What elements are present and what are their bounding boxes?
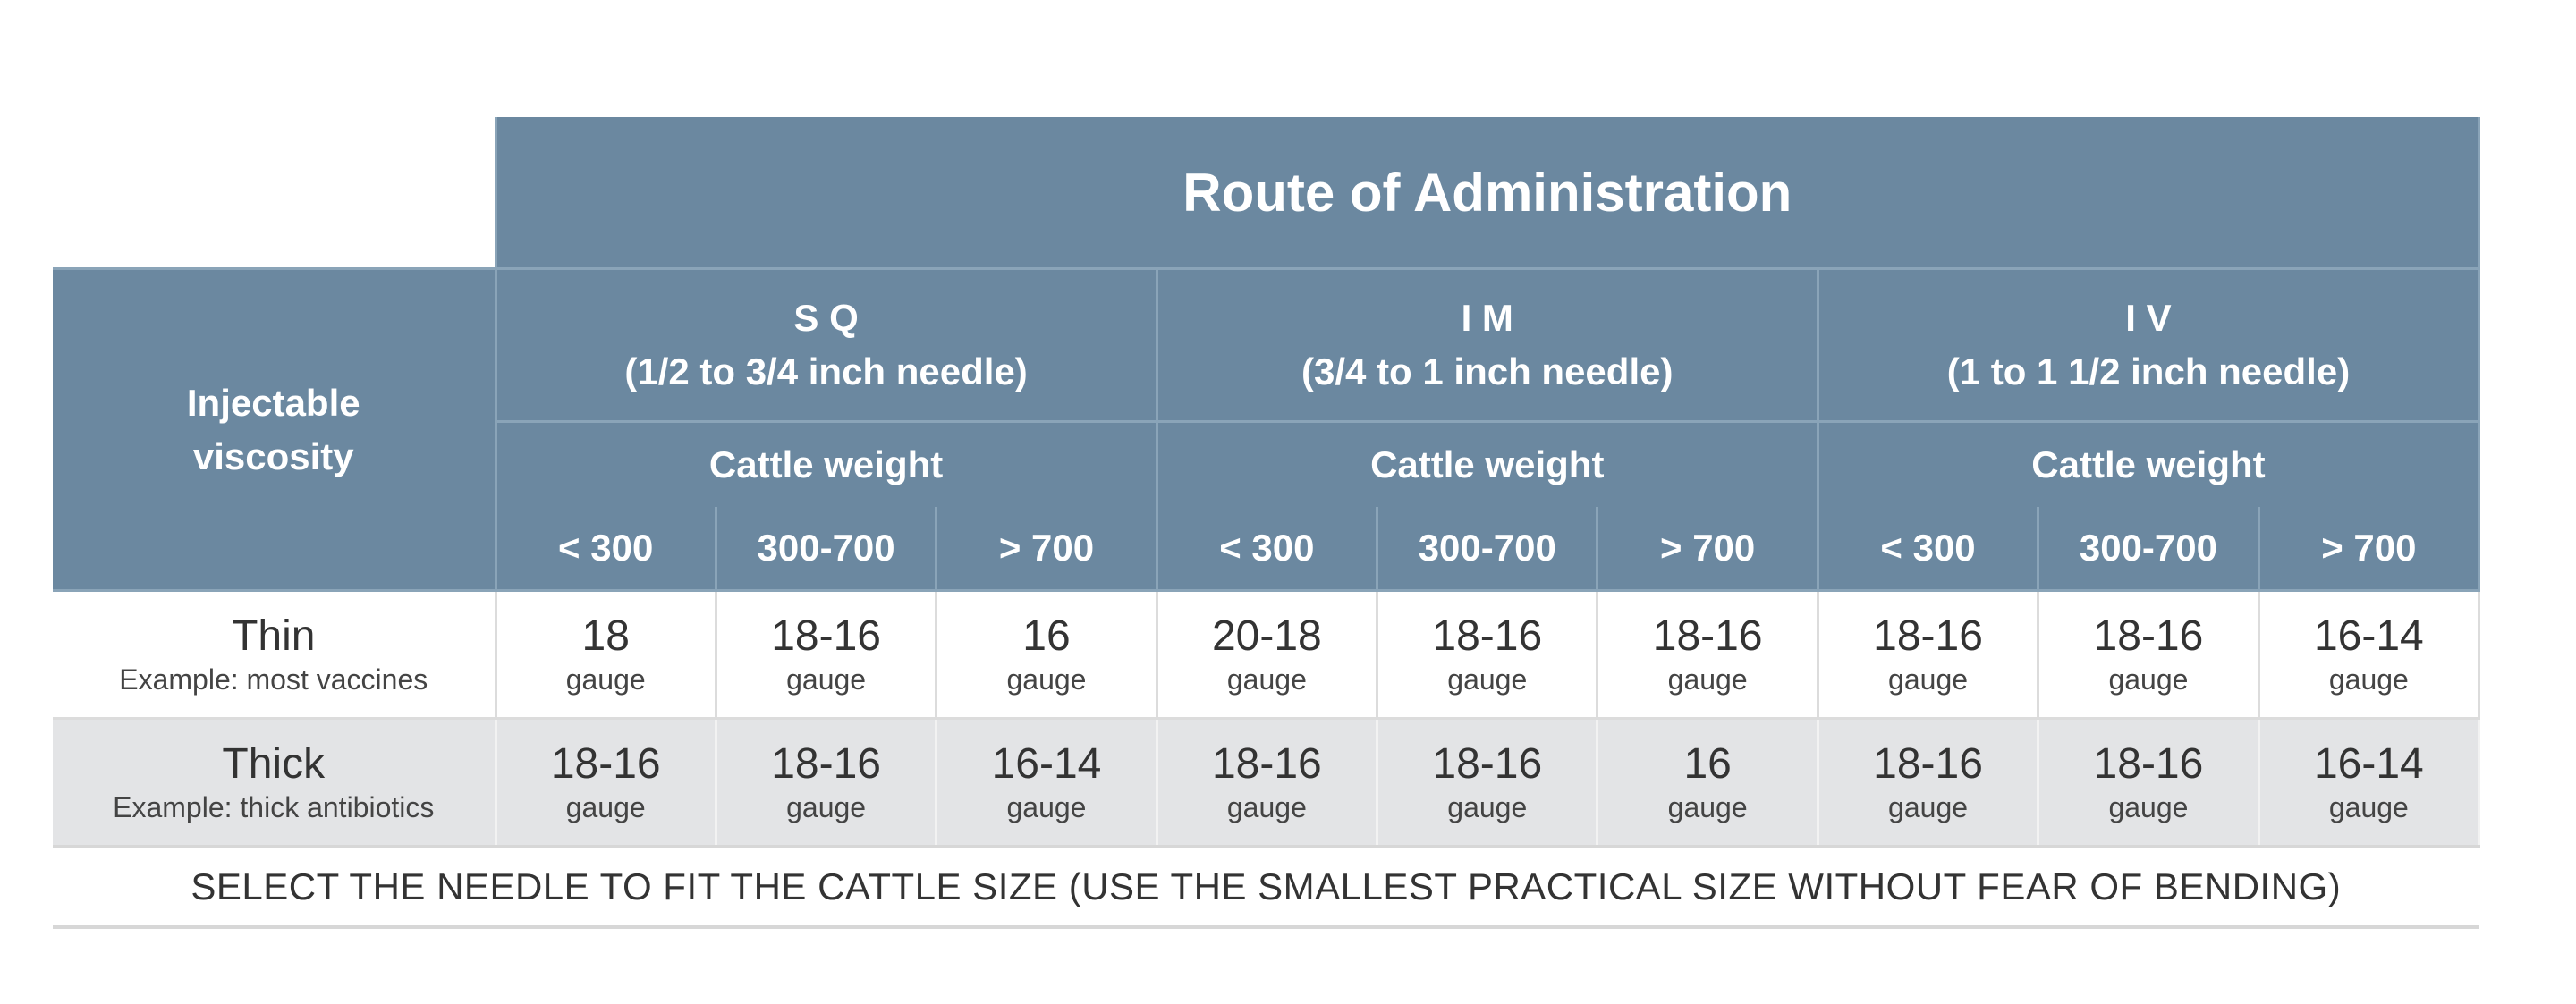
table-cell: 16 gauge xyxy=(1596,717,1819,848)
table-cell: 16-14 gauge xyxy=(2257,589,2481,720)
table-cell: 18-16 gauge xyxy=(1376,717,1599,848)
weight-col-sq-under-300: < 300 xyxy=(494,507,717,592)
row-example: Example: thick antibiotics xyxy=(113,791,435,823)
blank-corner xyxy=(53,117,496,269)
table-cell: 18-16 gauge xyxy=(1816,589,2040,720)
weight-col-iv-under-300: < 300 xyxy=(1816,507,2040,592)
cell-value: 16-14 xyxy=(991,740,1102,788)
route-name-im: I M xyxy=(1461,297,1513,339)
cell-value: 18 xyxy=(581,612,630,660)
row-name: Thick xyxy=(222,740,326,788)
cell-value: 18-16 xyxy=(550,740,661,788)
cell-value: 18-16 xyxy=(1873,740,1983,788)
cell-value: 18-16 xyxy=(771,612,881,660)
route-header-iv: I V (1 to 1 1/2 inch needle) xyxy=(1816,267,2481,423)
cell-value: 20-18 xyxy=(1211,612,1322,660)
table-cell: 18-16 gauge xyxy=(714,589,938,720)
cell-value: 16-14 xyxy=(2313,740,2424,788)
cell-unit: gauge xyxy=(1226,663,1307,696)
needle-guide-table-container: Route of Administration Injectable visco… xyxy=(53,117,2481,929)
table-cell: 18-16 gauge xyxy=(1376,589,1599,720)
table-note-row: SELECT THE NEEDLE TO FIT THE CATTLE SIZE… xyxy=(53,845,2479,929)
table-cell: 18-16 gauge xyxy=(494,717,717,848)
table-cell: 18-16 gauge xyxy=(2037,717,2260,848)
cell-unit: gauge xyxy=(786,663,867,696)
cell-unit: gauge xyxy=(565,791,646,823)
table-cell: 18-16 gauge xyxy=(714,717,938,848)
route-title: Route of Administration xyxy=(494,117,2481,270)
route-header-sq: S Q (1/2 to 3/4 inch needle) xyxy=(494,267,1158,423)
cell-unit: gauge xyxy=(1888,791,1969,823)
route-header-im: I M (3/4 to 1 inch needle) xyxy=(1155,267,1819,423)
weight-col-iv-over-700: > 700 xyxy=(2257,507,2481,592)
table-cell: 18 gauge xyxy=(494,589,717,720)
cell-value: 18-16 xyxy=(1211,740,1322,788)
route-needle-im: (3/4 to 1 inch needle) xyxy=(1301,350,1674,392)
cell-unit: gauge xyxy=(1006,791,1087,823)
weight-header-iv: Cattle weight xyxy=(1816,420,2481,507)
viscosity-header-line-1: Injectable xyxy=(186,381,360,424)
table-row-thin: Thin Example: most vaccines 18 gauge 18-1… xyxy=(53,589,2481,720)
route-name-sq: S Q xyxy=(793,297,859,339)
table-row-thick: Thick Example: thick antibiotics 18-16 ga… xyxy=(53,717,2481,848)
cell-value: 18-16 xyxy=(2093,740,2204,788)
route-name-iv: I V xyxy=(2125,297,2172,339)
weight-col-im-under-300: < 300 xyxy=(1155,507,1379,592)
cell-unit: gauge xyxy=(1447,791,1528,823)
table-cell: 16 gauge xyxy=(935,589,1158,720)
cell-value: 18-16 xyxy=(1873,612,1983,660)
cell-unit: gauge xyxy=(1667,791,1748,823)
cell-unit: gauge xyxy=(2328,663,2409,696)
row-example: Example: most vaccines xyxy=(119,663,428,696)
viscosity-header-line-2: viscosity xyxy=(192,435,354,477)
weight-col-im-300-700: 300-700 xyxy=(1376,507,1599,592)
cell-unit: gauge xyxy=(1226,791,1307,823)
cell-unit: gauge xyxy=(2108,791,2189,823)
cell-value: 18-16 xyxy=(771,740,881,788)
cell-unit: gauge xyxy=(1667,663,1748,696)
table-cell: 18-16 gauge xyxy=(1155,717,1379,848)
cell-unit: gauge xyxy=(1447,663,1528,696)
cell-unit: gauge xyxy=(1006,663,1087,696)
route-needle-sq: (1/2 to 3/4 inch needle) xyxy=(624,350,1028,392)
table-note: SELECT THE NEEDLE TO FIT THE CATTLE SIZE… xyxy=(53,845,2479,929)
table-cell: 16-14 gauge xyxy=(2257,717,2481,848)
cell-unit: gauge xyxy=(565,663,646,696)
cell-unit: gauge xyxy=(1888,663,1969,696)
cell-unit: gauge xyxy=(786,791,867,823)
weight-header-im: Cattle weight xyxy=(1155,420,1819,507)
cell-value: 16 xyxy=(1683,740,1732,788)
row-label-thin: Thin Example: most vaccines xyxy=(53,589,497,720)
weight-col-sq-300-700: 300-700 xyxy=(714,507,938,592)
table-cell: 18-16 gauge xyxy=(2037,589,2260,720)
row-label-thick: Thick Example: thick antibiotics xyxy=(53,717,497,848)
needle-guide-table: Route of Administration Injectable visco… xyxy=(53,117,2481,929)
cell-unit: gauge xyxy=(2328,791,2409,823)
table-cell: 20-18 gauge xyxy=(1155,589,1379,720)
viscosity-header: Injectable viscosity xyxy=(53,267,497,592)
cell-value: 18-16 xyxy=(1432,740,1543,788)
cell-value: 18-16 xyxy=(2093,612,2204,660)
table-cell: 18-16 gauge xyxy=(1596,589,1819,720)
weight-col-sq-over-700: > 700 xyxy=(935,507,1158,592)
cell-value: 16-14 xyxy=(2313,612,2424,660)
cell-unit: gauge xyxy=(2108,663,2189,696)
cell-value: 16 xyxy=(1022,612,1071,660)
table-cell: 16-14 gauge xyxy=(935,717,1158,848)
table-cell: 18-16 gauge xyxy=(1816,717,2040,848)
route-needle-iv: (1 to 1 1/2 inch needle) xyxy=(1946,350,2351,392)
weight-col-iv-300-700: 300-700 xyxy=(2037,507,2260,592)
weight-header-sq: Cattle weight xyxy=(494,420,1158,507)
weight-col-im-over-700: > 700 xyxy=(1596,507,1819,592)
cell-value: 18-16 xyxy=(1432,612,1543,660)
row-name: Thin xyxy=(232,612,316,660)
cell-value: 18-16 xyxy=(1652,612,1763,660)
